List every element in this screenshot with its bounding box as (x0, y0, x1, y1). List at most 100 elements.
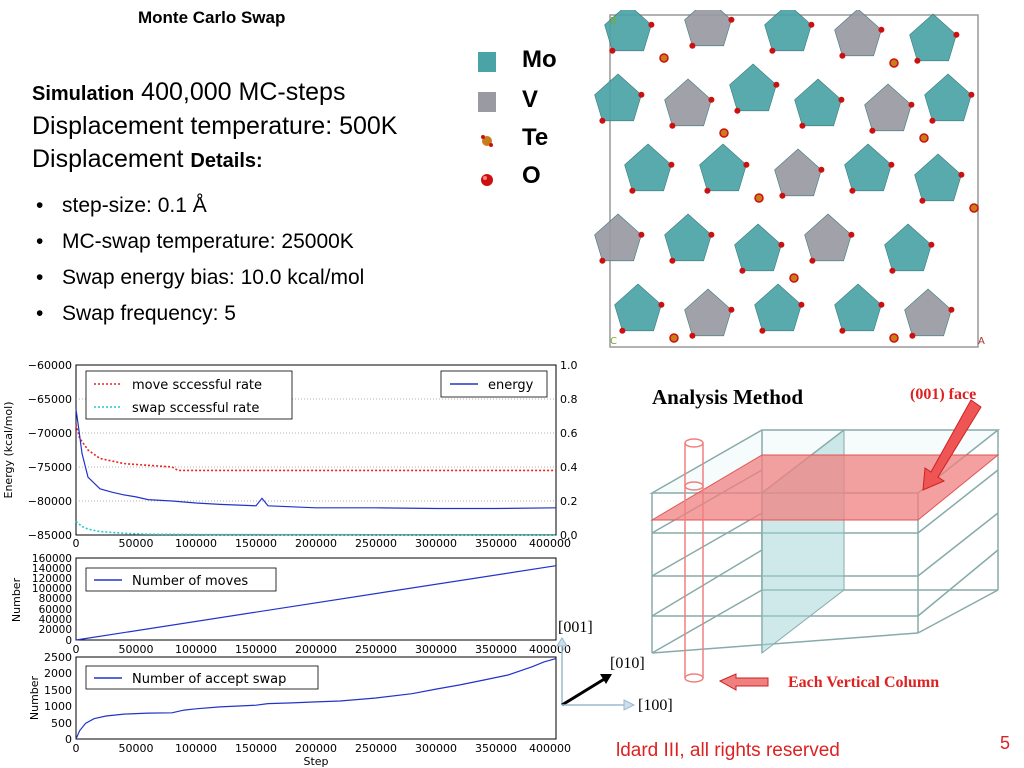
mo-swatch-icon (478, 52, 496, 72)
oxygen-atom (839, 52, 846, 59)
step-axis-label: Step (303, 755, 328, 768)
oxygen-atom (849, 187, 856, 194)
legend-label: move sccessful rate (132, 378, 262, 393)
axis-001-label: [001] (558, 619, 593, 636)
polyhedron (594, 213, 642, 262)
oxygen-atom (599, 257, 606, 264)
polyhedron (624, 143, 672, 192)
v-swatch-icon (478, 92, 496, 112)
y-tick-label: 0 (65, 733, 72, 746)
y-tick-label: −65000 (28, 393, 72, 406)
x-tick-label: 0 (73, 643, 80, 656)
oxygen-atom (919, 197, 926, 204)
oxygen-atom (799, 122, 806, 129)
oxygen-atom (878, 26, 885, 33)
swap-axis-label: Number (28, 675, 41, 720)
oxygen-atom (869, 127, 876, 134)
bullet-icon: • (36, 266, 44, 289)
y-tick-label: 2500 (44, 651, 72, 664)
polyhedron (614, 283, 662, 332)
x-tick-label: 50000 (119, 537, 154, 550)
x-tick-label: 300000 (415, 537, 457, 550)
oxygen-atom (769, 47, 776, 54)
polyhedron (864, 83, 912, 132)
oxygen-atom (778, 241, 785, 248)
x-tick-label: 300000 (415, 643, 457, 656)
y-tick-label: 2000 (44, 667, 72, 680)
polyhedron (794, 78, 842, 127)
tellurium-atom (969, 203, 979, 213)
axis-triad: [001] [010] [100] (556, 619, 673, 714)
oxygen-atom (808, 21, 815, 28)
legend-label: swap sccessful rate (132, 401, 259, 416)
x-tick-label: 350000 (475, 537, 517, 550)
y-tick-label: 120000 (32, 573, 72, 585)
moves-series-line (75, 565, 557, 641)
x-tick-label: 400000 (529, 537, 571, 550)
face-arrow-icon (922, 399, 982, 491)
y2-tick-label: 0.4 (560, 461, 578, 474)
bullet-text: step-size: 0.1 Å (62, 194, 207, 217)
y-tick-label: 20000 (39, 624, 72, 636)
tellurium-atom (889, 333, 899, 343)
polyhedron (664, 78, 712, 127)
oxygen-atom (759, 327, 766, 334)
oxygen-atom (689, 332, 696, 339)
x-tick-label: 250000 (355, 742, 397, 755)
oxygen-atom (773, 81, 780, 88)
simulation-label: Simulation (32, 83, 135, 105)
oxygen-atom (953, 31, 960, 38)
oxygen-atom (908, 101, 915, 108)
parameter-list: • step-size: 0.1 Å • MC-swap temperature: … (36, 188, 364, 332)
moves-plot-frame (75, 557, 557, 641)
polyhedron (909, 13, 957, 62)
tellurium-atom (719, 128, 729, 138)
y-tick-label: 1500 (44, 684, 72, 697)
001-face-plane (650, 454, 1000, 521)
bullet-text: MC-swap temperature: 25000K (62, 230, 354, 253)
crystal-structure-image: B C A (594, 10, 985, 348)
tellurium-atom (889, 58, 899, 68)
mc-steps-text: 400,000 MC-steps (134, 78, 346, 106)
oxygen-atom (909, 332, 916, 339)
swap-legend-box (85, 665, 319, 690)
oxygen-atom (809, 257, 816, 264)
analysis-title: Analysis Method (652, 385, 803, 409)
list-item: • Swap frequency: 5 (36, 296, 364, 332)
oxygen-atom (739, 267, 746, 274)
polyhedron (904, 288, 952, 337)
y-tick-label: 40000 (39, 614, 72, 626)
column-label: Each Vertical Column (788, 674, 939, 691)
bullet-icon: • (36, 230, 44, 253)
legend-label: Number of moves (132, 574, 248, 589)
energy-axis-label: Energy (kcal/mol) (2, 401, 15, 498)
legend-label: V (522, 86, 539, 113)
y-tick-label: 60000 (39, 604, 72, 616)
x-tick-label: 200000 (295, 643, 337, 656)
polyhedron (684, 288, 732, 337)
oxygen-atom (929, 117, 936, 124)
oxygen-atom (638, 231, 645, 238)
y2-tick-label: 0.2 (560, 495, 578, 508)
oxygen-atom (839, 327, 846, 334)
swap-plot-frame (75, 656, 557, 740)
oxygen-atom (779, 192, 786, 199)
oxygen-atom (619, 327, 626, 334)
x-tick-label: 0 (73, 537, 80, 550)
x-tick-label: 50000 (119, 742, 154, 755)
slide-title: Monte Carlo Swap (138, 8, 286, 27)
move-rate-series-line (75, 424, 556, 472)
column-arrow-icon (718, 673, 769, 691)
x-tick-label: 150000 (235, 742, 277, 755)
polyhedron (834, 10, 882, 57)
displacement-label: Displacement (32, 145, 191, 173)
y-tick-label: 160000 (32, 553, 72, 565)
y2-tick-label: 1.0 (560, 359, 578, 372)
x-tick-label: 50000 (119, 643, 154, 656)
oxygen-atom (638, 91, 645, 98)
tellurium-atom (659, 53, 669, 63)
x-tick-label: 100000 (175, 742, 217, 755)
x-tick-label: 100000 (175, 537, 217, 550)
y2-tick-label: 0.0 (560, 529, 578, 542)
axis-010-arrow-icon (561, 676, 607, 707)
